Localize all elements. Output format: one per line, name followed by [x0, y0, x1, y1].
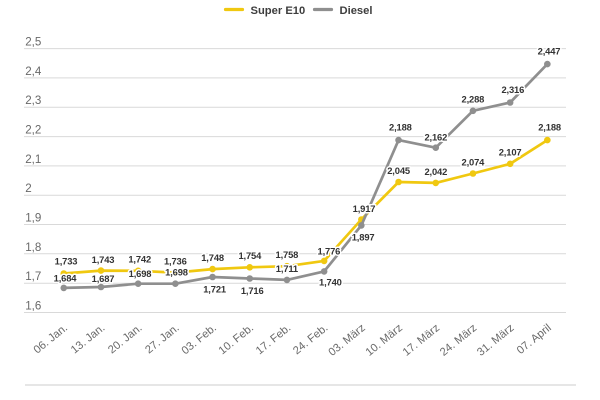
svg-text:2: 2: [25, 182, 31, 195]
svg-text:2,2: 2,2: [25, 124, 41, 137]
svg-text:2,4: 2,4: [25, 65, 42, 78]
svg-text:1,917: 1,917: [353, 203, 376, 214]
svg-text:2,045: 2,045: [387, 165, 410, 176]
svg-text:2,447: 2,447: [538, 46, 561, 57]
svg-text:2,042: 2,042: [424, 166, 447, 177]
svg-text:2,5: 2,5: [25, 36, 41, 49]
svg-text:2,107: 2,107: [499, 147, 522, 158]
svg-text:1,743: 1,743: [92, 254, 115, 265]
svg-text:2,188: 2,188: [538, 121, 561, 132]
svg-text:1,897: 1,897: [352, 232, 375, 243]
svg-text:2,074: 2,074: [462, 156, 486, 167]
svg-text:1,748: 1,748: [201, 252, 224, 263]
svg-text:1,736: 1,736: [164, 256, 187, 267]
svg-text:1,698: 1,698: [129, 268, 152, 279]
svg-text:Super E10: Super E10: [251, 5, 306, 17]
svg-text:1,721: 1,721: [203, 283, 226, 294]
svg-text:1,733: 1,733: [55, 255, 78, 266]
svg-text:2,1: 2,1: [25, 153, 41, 166]
svg-text:1,776: 1,776: [318, 245, 341, 256]
svg-text:1,9: 1,9: [25, 212, 41, 225]
svg-text:2,316: 2,316: [501, 84, 524, 95]
svg-text:1,742: 1,742: [128, 254, 151, 265]
svg-text:1,754: 1,754: [238, 250, 262, 261]
svg-text:1,711: 1,711: [276, 263, 298, 274]
svg-text:2,3: 2,3: [25, 94, 41, 107]
svg-text:2,188: 2,188: [389, 122, 412, 133]
svg-text:1,8: 1,8: [25, 241, 41, 254]
svg-text:1,7: 1,7: [25, 270, 41, 283]
svg-text:1,6: 1,6: [25, 300, 41, 313]
svg-text:1,740: 1,740: [319, 277, 342, 288]
svg-text:1,716: 1,716: [241, 285, 264, 296]
svg-text:Diesel: Diesel: [340, 5, 373, 17]
svg-text:2,162: 2,162: [424, 132, 447, 143]
svg-text:1,687: 1,687: [92, 273, 115, 284]
svg-text:1,684: 1,684: [54, 272, 78, 283]
svg-text:1,758: 1,758: [276, 249, 299, 260]
svg-text:1,698: 1,698: [165, 266, 188, 277]
svg-text:2,288: 2,288: [462, 93, 485, 104]
